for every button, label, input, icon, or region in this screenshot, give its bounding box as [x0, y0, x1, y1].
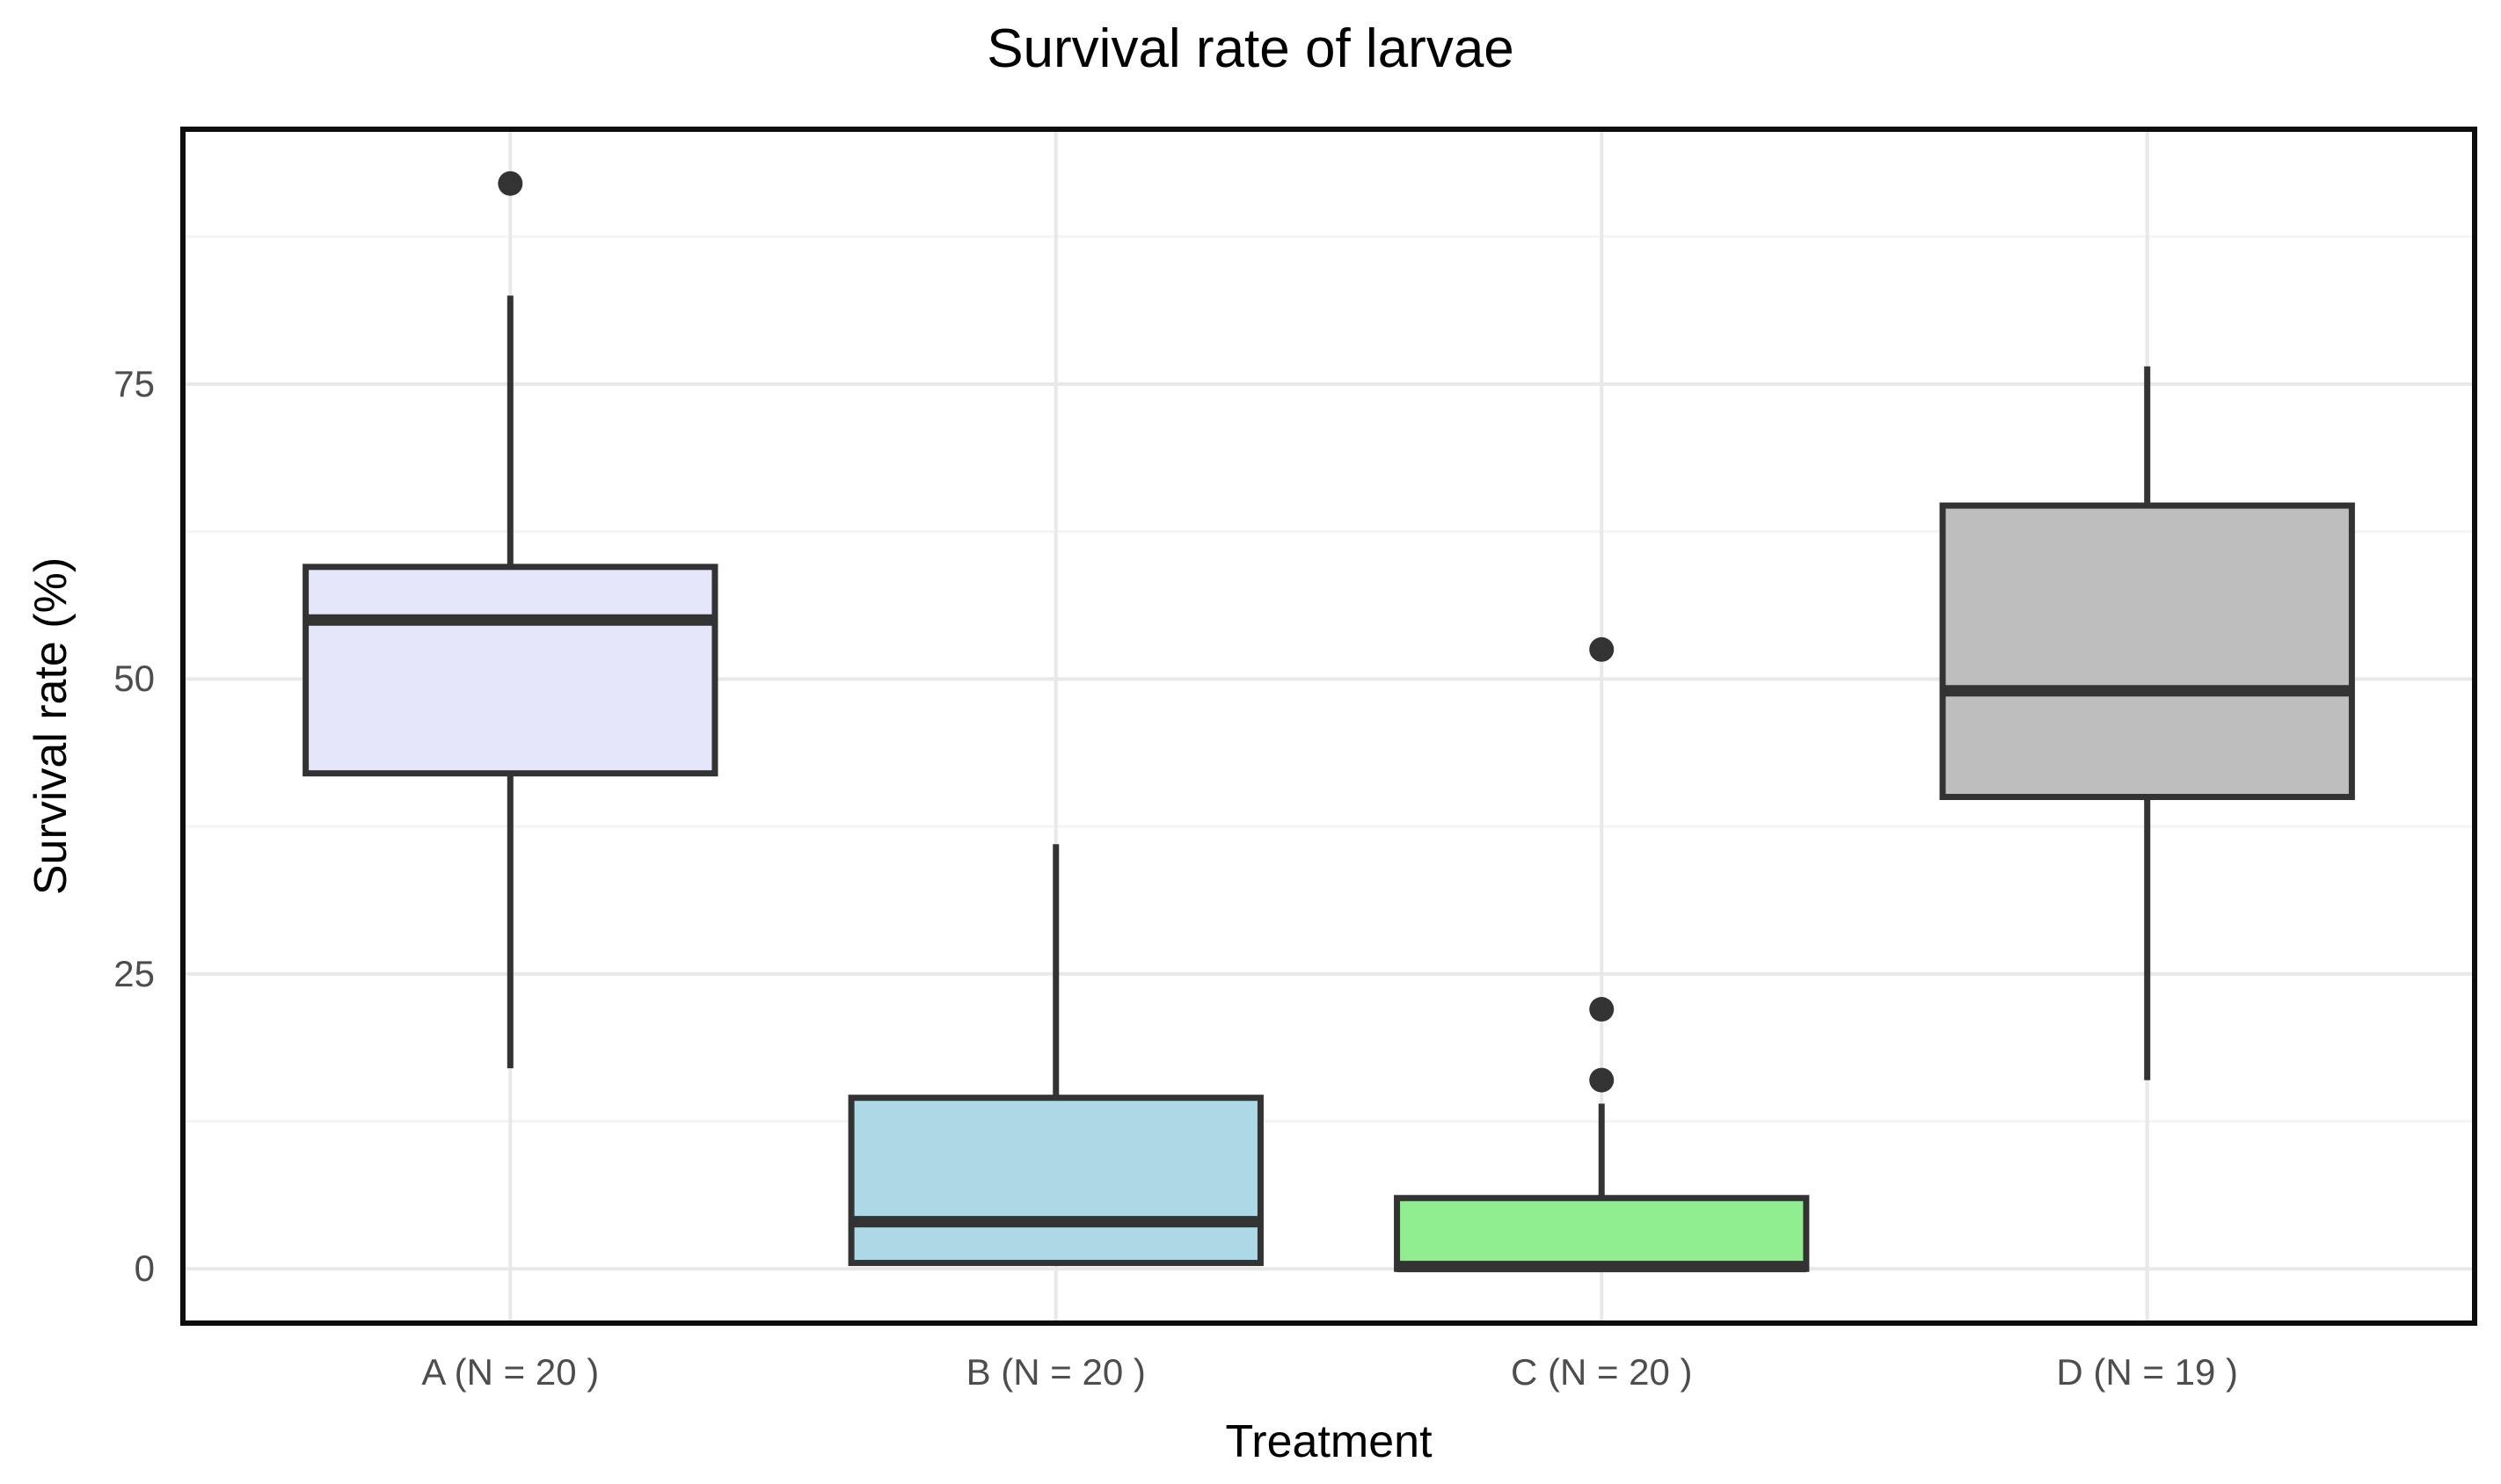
x-tick-label-B: B (N = 20 ) — [966, 1351, 1146, 1393]
box-D — [1939, 502, 2355, 801]
x-tick-label-C: C (N = 20 ) — [1510, 1351, 1693, 1393]
outlier-C-2 — [1589, 637, 1615, 662]
y-tick-label-25: 25 — [113, 952, 155, 994]
y-tick-label-75: 75 — [113, 362, 155, 404]
outlier-A-0 — [498, 171, 523, 196]
x-tick-label-D: D (N = 19 ) — [2056, 1351, 2238, 1393]
outlier-C-1 — [1589, 997, 1615, 1022]
x-tick-label-A: A (N = 20 ) — [421, 1351, 600, 1393]
y-tick-label-50: 50 — [113, 658, 155, 700]
box-B — [848, 1095, 1264, 1267]
panel-border — [180, 127, 2477, 1326]
x-axis-title: Treatment — [1225, 1416, 1433, 1467]
box-A — [303, 564, 718, 777]
outlier-C-0 — [1589, 1067, 1615, 1093]
y-tick-label-0: 0 — [134, 1248, 155, 1290]
box-C — [1394, 1195, 1810, 1272]
chart-title: Survival rate of larvae — [987, 18, 1514, 79]
